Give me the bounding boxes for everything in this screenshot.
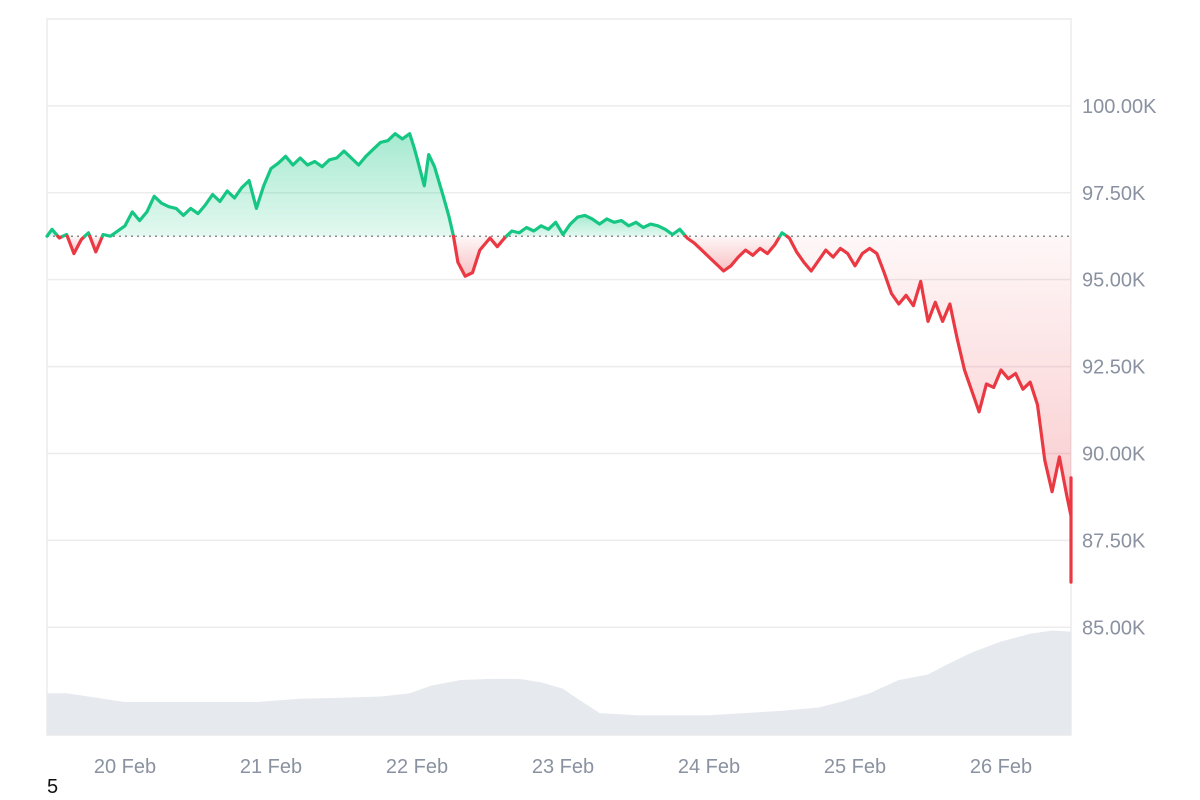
y-tick-label: 87.50K [1082,530,1146,552]
y-tick-label: 97.50K [1082,183,1146,205]
price-fill [47,133,1071,583]
line-segment-up [778,231,789,238]
volume-area [47,630,1071,735]
y-tick-label: 95.00K [1082,270,1146,292]
area-fill-up [506,215,686,237]
area-fill-down [685,236,780,271]
x-tick-label: 24 Feb [678,756,740,778]
x-tick-label: 22 Feb [386,756,448,778]
x-tick-label: 26 Feb [970,756,1032,778]
line-segment-down [88,234,104,254]
line-segment-down [785,234,1073,584]
x-axis: 20 Feb 21 Feb 22 Feb 23 Feb 24 Feb 25 Feb 26 F… [94,756,1032,778]
grid-lines [46,18,1072,736]
area-fill-down [453,236,507,277]
line-segment-up [45,227,60,238]
y-axis: 100.00K 97.50K 95.00K 92.50K 90.00K 87.50K 85.… [1082,96,1157,639]
line-segment-down [451,234,508,278]
y-tick-label: 90.00K [1082,443,1146,465]
x-tick-label: 20 Feb [94,756,156,778]
y-tick-label: 92.50K [1082,357,1146,379]
line-segment-up [504,213,688,238]
x-tick-label: 23 Feb [532,756,594,778]
volume-area-shape [47,630,1071,735]
area-fill-up [102,133,454,237]
x-tick-label: 21 Feb [240,756,302,778]
line-segment-down [684,234,782,273]
y-tick-label: 100.00K [1082,96,1157,118]
line-segment-up [100,132,456,238]
area-fill-down [786,236,1071,583]
price-line [45,132,1073,584]
y-tick-label: 85.00K [1082,617,1146,639]
footnote-text: 5 [47,776,59,798]
x-tick-label: 25 Feb [824,756,886,778]
line-segment-down [65,234,87,256]
